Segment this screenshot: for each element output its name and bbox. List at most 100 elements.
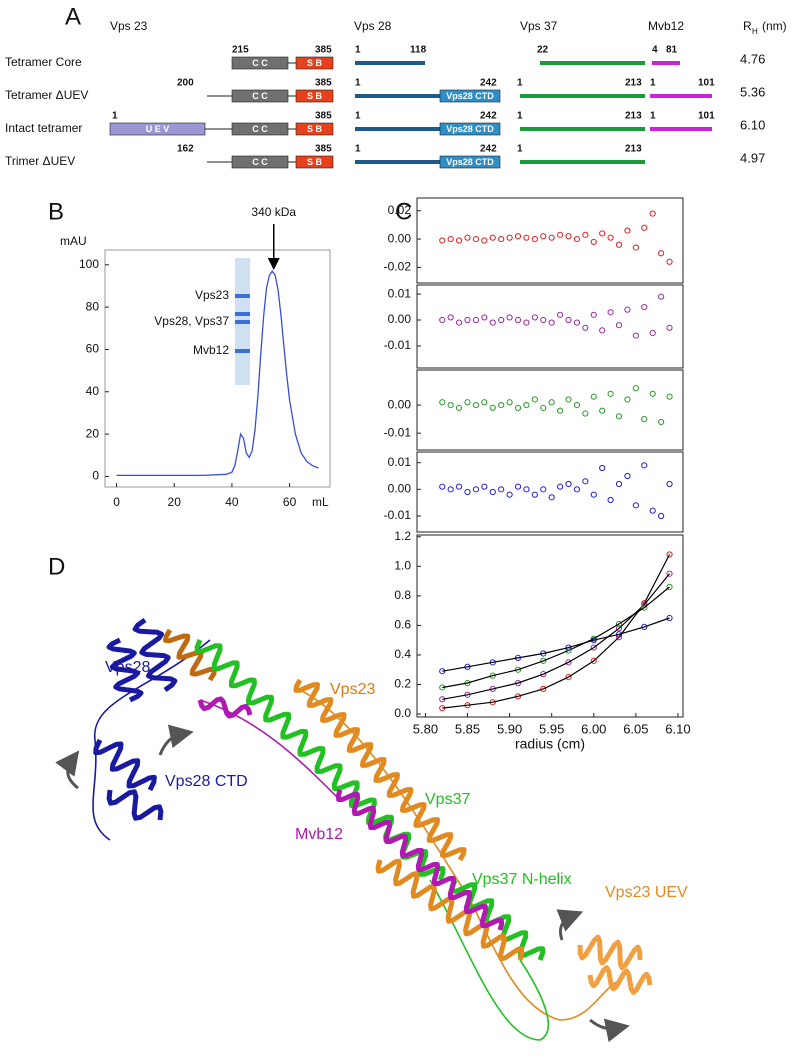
gel-band bbox=[235, 320, 250, 324]
column-header: Vps 23 bbox=[110, 19, 148, 33]
helix bbox=[106, 789, 164, 821]
data-point bbox=[481, 399, 488, 406]
data-point bbox=[590, 393, 597, 400]
residue-number: 22 bbox=[537, 45, 549, 56]
x-tick-label: 6.10 bbox=[665, 721, 690, 736]
data-point bbox=[540, 233, 547, 240]
helix bbox=[163, 628, 217, 682]
structure-label: Vps37 bbox=[425, 791, 470, 808]
data-point bbox=[498, 316, 505, 324]
rh-symbol: R bbox=[743, 19, 752, 33]
data-point bbox=[565, 480, 572, 488]
domain-box bbox=[439, 155, 501, 169]
data-point bbox=[557, 231, 564, 238]
data-point bbox=[590, 238, 597, 246]
residue-number: 118 bbox=[410, 45, 427, 56]
data-point bbox=[590, 644, 597, 651]
data-point bbox=[447, 486, 454, 493]
plot-frame bbox=[416, 534, 684, 718]
coil bbox=[199, 699, 341, 801]
x-axis-label: radius (cm) bbox=[515, 736, 585, 752]
x-tick-label: 40 bbox=[225, 495, 239, 509]
rotation-arrow bbox=[55, 750, 80, 790]
y-tick-label: 20 bbox=[86, 426, 100, 440]
residue-number: 4 bbox=[652, 45, 658, 56]
domain-label: S B bbox=[307, 157, 323, 167]
helix bbox=[197, 696, 253, 719]
data-point bbox=[666, 551, 673, 558]
plot-frame bbox=[416, 369, 684, 451]
helix bbox=[106, 637, 144, 703]
structure-label: Vps28 CTD bbox=[165, 773, 248, 790]
y-tick-label: 0.00 bbox=[388, 231, 412, 245]
residue-number: 213 bbox=[625, 78, 642, 89]
domain-label: C C bbox=[252, 157, 268, 167]
residue-number: 1 bbox=[517, 111, 523, 122]
rh-value: 4.97 bbox=[740, 150, 765, 165]
data-point bbox=[439, 483, 446, 490]
fit-line bbox=[442, 586, 670, 689]
y-tick-label: -0.01 bbox=[384, 338, 412, 352]
residue-number: 242 bbox=[480, 144, 497, 155]
annotation: 340 kDa bbox=[251, 205, 296, 219]
data-point bbox=[573, 235, 581, 243]
data-point bbox=[489, 319, 496, 326]
data-point bbox=[498, 401, 505, 409]
residue-number: 1 bbox=[355, 111, 361, 122]
residue-number: 385 bbox=[315, 111, 332, 122]
fit-line bbox=[442, 573, 670, 700]
y-tick-label: 0.00 bbox=[388, 312, 412, 326]
x-tick-label: 5.90 bbox=[497, 721, 522, 736]
data-point bbox=[615, 625, 623, 632]
data-point bbox=[498, 235, 505, 243]
coil bbox=[429, 879, 550, 1041]
data-point bbox=[666, 480, 673, 488]
x-tick-label: 5.85 bbox=[455, 721, 480, 736]
structure-label: Vps37 N-helix bbox=[472, 871, 572, 888]
domain-label: Vps28 CTD bbox=[446, 157, 494, 167]
data-point bbox=[658, 250, 665, 257]
data-point bbox=[624, 396, 631, 403]
data-point bbox=[464, 488, 471, 496]
data-point bbox=[506, 491, 513, 498]
data-point bbox=[632, 332, 639, 339]
data-point bbox=[615, 413, 623, 420]
rotation-arrow bbox=[589, 1018, 630, 1043]
data-point bbox=[548, 234, 555, 241]
data-point bbox=[565, 644, 572, 651]
x-tick-label: 60 bbox=[283, 495, 297, 509]
helix bbox=[132, 617, 178, 693]
x-tick-label: 20 bbox=[168, 495, 182, 509]
structure-illustration bbox=[55, 617, 653, 1043]
data-point bbox=[531, 314, 538, 321]
data-point bbox=[489, 404, 496, 411]
data-line bbox=[116, 270, 319, 477]
y-tick-label: -0.01 bbox=[384, 425, 412, 439]
data-point bbox=[649, 329, 656, 337]
data-point bbox=[540, 486, 547, 493]
gel-label: Mvb12 bbox=[193, 343, 229, 357]
data-point bbox=[481, 237, 488, 244]
structure-label: Vps23 bbox=[330, 681, 375, 698]
residue-number: 213 bbox=[625, 144, 642, 155]
data-point bbox=[624, 227, 631, 234]
panel-label: A bbox=[65, 3, 81, 30]
data-point bbox=[641, 224, 648, 231]
y-tick-label: 0.01 bbox=[388, 286, 412, 300]
data-point bbox=[464, 399, 471, 406]
domain-label: Vps28 CTD bbox=[446, 124, 494, 134]
gel-band bbox=[235, 294, 250, 298]
data-point bbox=[481, 314, 488, 321]
data-point bbox=[540, 657, 547, 664]
y-tick-label: 80 bbox=[86, 299, 100, 313]
structure-label: Mvb12 bbox=[295, 826, 343, 843]
residue-number: 1 bbox=[355, 144, 361, 155]
data-point bbox=[666, 393, 673, 400]
data-point bbox=[649, 210, 656, 217]
data-point bbox=[506, 234, 513, 241]
rh-unit: (nm) bbox=[762, 19, 787, 33]
data-point bbox=[582, 478, 589, 485]
domain-label: C C bbox=[252, 124, 268, 134]
residue-number: 200 bbox=[177, 78, 194, 89]
